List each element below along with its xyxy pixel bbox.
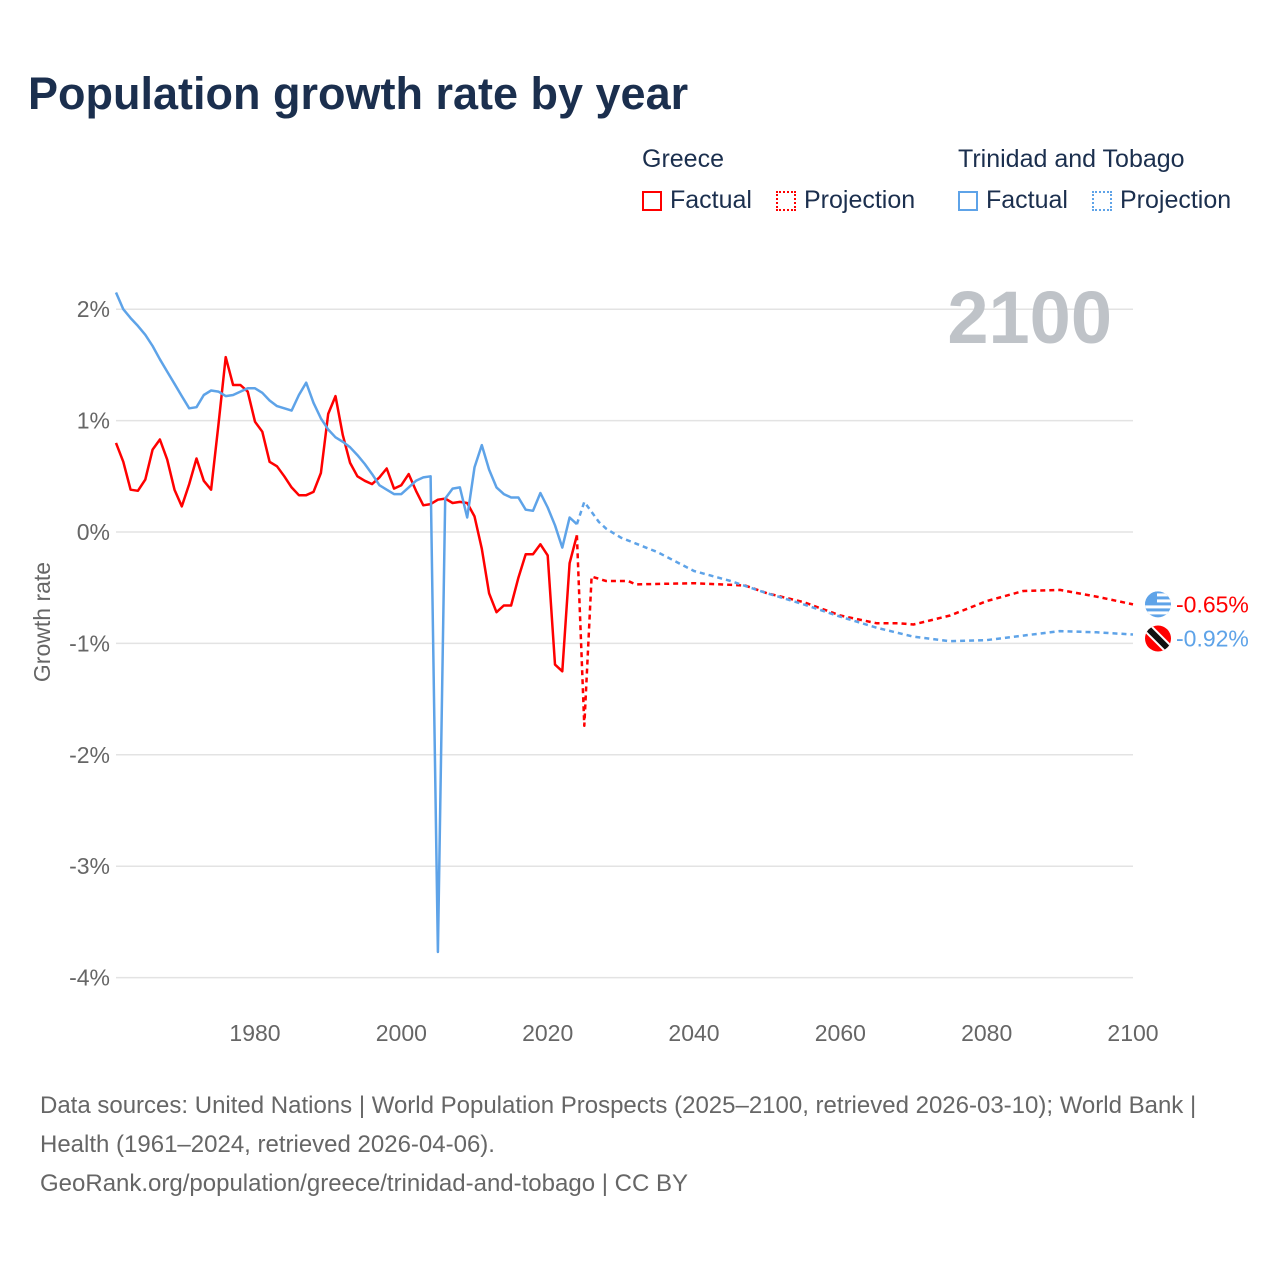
legend-swatch-solid <box>642 190 662 211</box>
legend-label: Projection <box>1120 186 1232 214</box>
flag-canton <box>1145 591 1157 604</box>
x-tick-label: 2080 <box>961 1020 1012 1046</box>
source-link[interactable]: GeoRank.org/population/greece/trinidad-a… <box>40 1170 688 1197</box>
series-line-trinidad-and-tobago-factual <box>114 291 578 954</box>
legend-swatch-dotted <box>776 190 796 211</box>
x-tick-label: 1980 <box>229 1020 280 1046</box>
x-tick-label: 2060 <box>815 1020 866 1046</box>
y-tick-label: 0% <box>77 519 110 545</box>
legend-greece-factual[interactable]: Factual <box>642 186 752 215</box>
end-label-trinidad: -0.92% <box>1176 625 1249 651</box>
flag-stripe <box>1145 611 1171 615</box>
x-tick-label: 2040 <box>668 1020 719 1046</box>
legend-greece-projection[interactable]: Projection <box>776 186 915 215</box>
legend-trinidad-projection[interactable]: Projection <box>1092 186 1231 215</box>
chart-title: Population growth rate by year <box>28 68 689 119</box>
legend-swatch-dotted <box>1092 190 1112 211</box>
flag-stripe <box>1145 599 1171 603</box>
y-tick-label: -2% <box>69 742 110 768</box>
series-line-trinidad-and-tobago-projection <box>575 500 1134 643</box>
legend-trinidad-factual[interactable]: Factual <box>958 186 1068 215</box>
footer: Data sources: United Nations | World Pop… <box>40 1086 1240 1203</box>
legend-label: Factual <box>670 186 752 214</box>
flag-stripe <box>1145 593 1171 597</box>
legend-label: Factual <box>986 186 1068 214</box>
x-tick-label: 2100 <box>1107 1020 1158 1046</box>
legend-group-greece: Greece <box>642 145 724 173</box>
y-tick-label: 2% <box>77 296 110 322</box>
legend-swatch-solid <box>958 190 978 211</box>
y-axis-label: Growth rate <box>29 562 55 682</box>
y-tick-label: -4% <box>69 965 110 991</box>
flag-stripe <box>1145 605 1171 609</box>
x-tick-label: 2000 <box>376 1020 427 1046</box>
series-line-greece-projection <box>575 535 1134 728</box>
year-watermark: 2100 <box>947 276 1112 359</box>
series-line-greece-factual <box>114 355 579 673</box>
data-sources: Data sources: United Nations | World Pop… <box>40 1092 1197 1158</box>
legend-group-trinidad: Trinidad and Tobago <box>958 145 1185 173</box>
flag-band <box>1145 625 1171 652</box>
y-tick-label: -1% <box>69 630 110 656</box>
x-tick-label: 2020 <box>522 1020 573 1046</box>
y-tick-label: 1% <box>77 408 110 434</box>
end-label-greece: -0.65% <box>1176 591 1249 617</box>
y-tick-label: -3% <box>69 853 110 879</box>
legend-label: Projection <box>804 186 916 214</box>
